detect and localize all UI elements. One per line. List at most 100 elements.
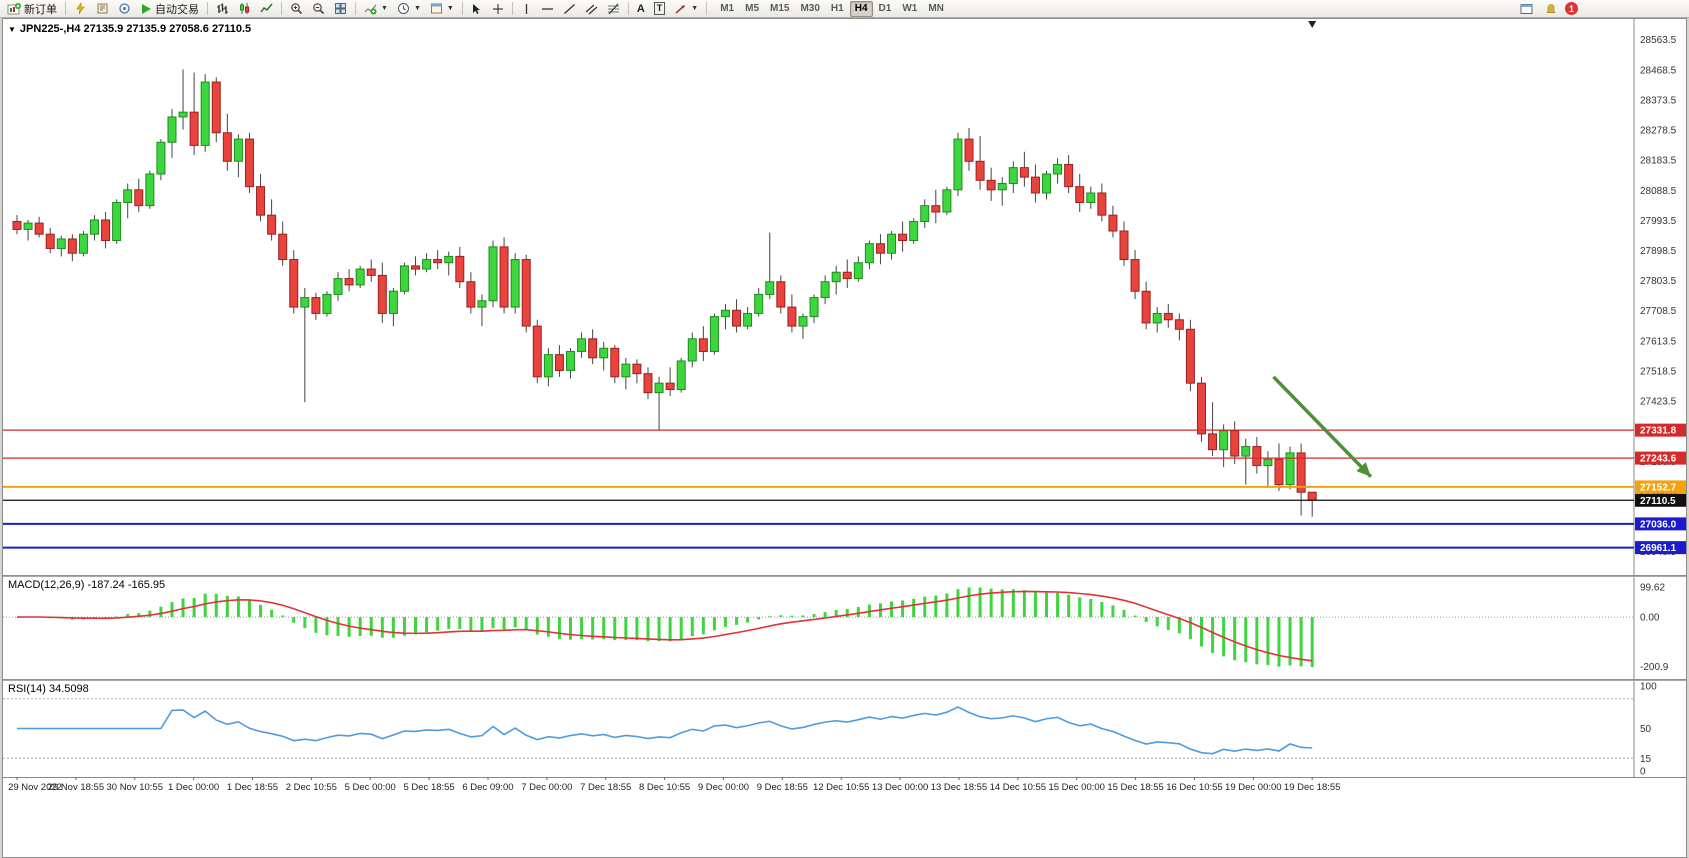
candle xyxy=(23,222,33,230)
svg-text:15: 15 xyxy=(1640,754,1652,765)
zoom-out-button[interactable] xyxy=(308,0,329,18)
candlestick-chart-button[interactable] xyxy=(234,0,255,18)
svg-text:27152.7: 27152.7 xyxy=(1640,482,1677,493)
chevron-down-icon: ▼ xyxy=(381,5,388,12)
vertical-line-button[interactable] xyxy=(517,0,536,18)
price-line-label xyxy=(1635,480,1686,494)
candle xyxy=(477,300,487,308)
candle xyxy=(244,138,254,188)
candle xyxy=(1064,163,1074,188)
journal-button[interactable] xyxy=(92,0,113,18)
svg-text:27110.5: 27110.5 xyxy=(1640,496,1676,507)
templates-button[interactable]: ▼ xyxy=(426,0,458,18)
candle xyxy=(1219,430,1229,451)
candle xyxy=(687,338,697,362)
candle xyxy=(875,243,885,254)
cursor-button[interactable] xyxy=(467,0,487,18)
trendline-button[interactable] xyxy=(559,0,580,18)
shapes-button[interactable]: ▼ xyxy=(670,0,702,18)
timeframe-button-m1[interactable]: M1 xyxy=(720,3,735,14)
line-chart-button[interactable] xyxy=(256,0,277,18)
text-label-button[interactable]: T xyxy=(650,0,670,18)
candle xyxy=(621,363,631,378)
chart-window-button[interactable] xyxy=(1516,0,1537,18)
timeframe-button-w1[interactable]: W1 xyxy=(902,3,918,14)
fibonacci-icon xyxy=(607,3,619,14)
timeframe-button-mn[interactable]: MN xyxy=(928,3,944,14)
candle xyxy=(654,382,664,394)
market-watch-button[interactable] xyxy=(114,0,135,18)
panel-divider[interactable] xyxy=(3,575,1686,577)
crosshair-button[interactable] xyxy=(488,0,508,18)
timeframe-button-d1[interactable]: D1 xyxy=(878,3,892,14)
trend-arrow[interactable] xyxy=(1272,375,1373,478)
candle xyxy=(89,219,99,235)
symbol-dropdown-icon[interactable]: ▼ xyxy=(8,24,16,34)
alerts-button[interactable] xyxy=(1541,0,1561,18)
candle xyxy=(632,363,642,375)
rsi-canvas[interactable]: 100 50 15 0 xyxy=(3,681,1687,777)
price-line-label xyxy=(1635,541,1686,555)
text-button[interactable]: A xyxy=(633,0,649,18)
crosshair-icon xyxy=(492,3,503,14)
timeframe-button-m30[interactable]: M30 xyxy=(800,3,820,14)
svg-text:27803.5: 27803.5 xyxy=(1640,276,1677,287)
tile-windows-icon xyxy=(335,3,346,14)
zoom-in-button[interactable] xyxy=(286,0,307,18)
chevron-down-icon: ▼ xyxy=(446,5,454,12)
separator xyxy=(281,2,282,15)
periods-button[interactable]: ▼ xyxy=(393,0,425,18)
indicators-icon xyxy=(364,4,377,15)
svg-text:19 Dec 18:55: 19 Dec 18:55 xyxy=(1284,782,1341,793)
candlestick-icon xyxy=(240,3,249,14)
candle xyxy=(698,338,708,352)
macd-title: MACD(12,26,9) -187.24 -165.95 xyxy=(8,579,166,591)
candle xyxy=(222,132,232,162)
timeframe-button-m15[interactable]: M15 xyxy=(770,3,790,14)
svg-text:27423.5: 27423.5 xyxy=(1640,397,1677,408)
new-order-button[interactable]: 新订单 xyxy=(3,0,61,18)
zoom-out-icon xyxy=(313,3,325,15)
notification-badge[interactable]: 1 xyxy=(1565,2,1578,15)
toolbar: 新订单 自动交易 ▼ ▼ ▼ A T ▼ M1 M5 M15 M30 H1 H4 D1 W1 M… xyxy=(0,0,1689,18)
candle xyxy=(798,316,808,327)
panel-divider[interactable] xyxy=(3,679,1686,681)
book-icon xyxy=(97,3,108,14)
channel-button[interactable] xyxy=(581,0,602,18)
timeframe-button-h1[interactable]: H1 xyxy=(830,3,844,14)
autotrade-button[interactable]: 自动交易 xyxy=(136,0,203,18)
candle xyxy=(920,205,930,223)
candle xyxy=(831,271,841,283)
candle xyxy=(1019,167,1029,178)
tile-windows-button[interactable] xyxy=(330,0,351,18)
bar-chart-button[interactable] xyxy=(212,0,233,18)
timeframe-button-m5[interactable]: M5 xyxy=(745,3,760,14)
separator xyxy=(207,2,208,15)
macd-canvas[interactable]: 99.62 0.00 -200.9 xyxy=(3,577,1687,679)
svg-text:28563.5: 28563.5 xyxy=(1640,35,1677,46)
horizontal-line-button[interactable] xyxy=(537,0,558,18)
candle xyxy=(134,189,144,207)
text-tool-label: A xyxy=(636,2,645,15)
candle xyxy=(145,173,155,207)
candle xyxy=(1008,167,1018,184)
fibonacci-button[interactable] xyxy=(603,0,624,18)
candle xyxy=(776,281,786,308)
candle xyxy=(322,293,332,314)
time-axis[interactable]: 29 Nov 2022 29 Nov 18:55 30 Nov 10:55 1 Dec… xyxy=(3,777,1686,795)
svg-text:19 Dec 00:00: 19 Dec 00:00 xyxy=(1225,782,1282,793)
candle xyxy=(300,297,310,308)
price-scale[interactable]: 26948.527043.527138.527233.527328.527423… xyxy=(1640,35,1677,558)
timeframe-group: M1 M5 M15 M30 H1 H4 D1 W1 MN xyxy=(715,0,949,17)
price-chart-canvas[interactable]: 26948.527043.527138.527233.527328.527423… xyxy=(3,19,1687,575)
candle xyxy=(986,179,996,191)
candle xyxy=(499,246,509,308)
svg-text:5 Dec 18:55: 5 Dec 18:55 xyxy=(403,782,454,793)
price-line-label xyxy=(1635,451,1686,465)
target-icon xyxy=(119,3,130,14)
svg-text:27518.5: 27518.5 xyxy=(1640,366,1677,377)
timeframe-button-h4[interactable]: H4 xyxy=(849,0,873,17)
indicators-button[interactable]: ▼ xyxy=(360,0,392,18)
svg-text:28183.5: 28183.5 xyxy=(1640,156,1677,167)
expert-advisors-button[interactable] xyxy=(70,0,91,18)
